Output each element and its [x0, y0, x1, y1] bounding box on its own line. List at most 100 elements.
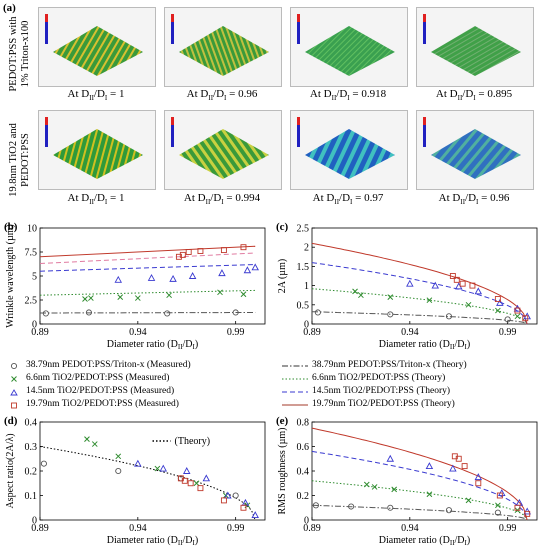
caption-row2-3: At DII/DI = 0.97	[312, 192, 384, 207]
x-tick-label: 0.99	[227, 523, 245, 534]
caption-row2-1: At DII/DI = 1	[67, 192, 125, 207]
legend-label: (Theory)	[175, 436, 211, 447]
data-point	[371, 484, 378, 490]
data-point	[243, 266, 252, 274]
data-point	[352, 288, 358, 295]
data-point	[217, 289, 223, 296]
data-point	[386, 454, 395, 462]
legend-measured-item: 6.6nm TiO2/PEDOT:PSS (Measured)	[26, 373, 170, 383]
data-point	[154, 465, 161, 472]
theory-line	[311, 311, 528, 325]
data-point	[522, 315, 529, 322]
y-axis-label: Aspect ratio(2A/λ)	[5, 433, 16, 508]
data-point	[240, 504, 247, 511]
panel-a-label: (a)	[3, 2, 16, 14]
data-point	[220, 497, 227, 504]
data-point	[496, 492, 503, 499]
data-point	[431, 281, 440, 289]
theory-line	[311, 450, 528, 521]
data-point	[459, 280, 466, 287]
y-tick-label: 0.4	[297, 467, 310, 478]
y-axis-label: RMS roughness (µm)	[277, 428, 288, 515]
data-point	[461, 463, 468, 470]
legend-theory-lines	[282, 365, 308, 406]
legend-theory-item: 6.6nm TiO2/PEDOT:PSS (Theory)	[312, 373, 446, 383]
caption-row1-2: At DII/DI = 0.96	[186, 88, 258, 103]
legend-measured-item: 19.79nm TiO2/PEDOT:PSS (Measured)	[26, 399, 179, 409]
caption-row2-4: At DII/DI = 0.96	[438, 192, 510, 207]
x-axis-label: Diameter ratio (DII/DI)	[107, 339, 198, 351]
data-point	[391, 486, 398, 493]
chart-b-wrinkle-wavelength: (b) 0 2.5 5 7.5 10 0.89 0.94 0.99 Diameter ratio …	[4, 221, 266, 351]
panel-label: (c)	[276, 221, 289, 233]
y-tick-label: 1	[304, 281, 309, 292]
legend-theory-item: 14.5nm TiO2/PEDOT:PSS (Theory)	[312, 386, 451, 396]
y-tick-label: 0	[32, 516, 37, 527]
theory-line	[39, 252, 256, 264]
y-tick-label: 0.3	[25, 442, 38, 453]
data-point	[117, 294, 124, 300]
afm-tile-row1-1	[38, 7, 156, 87]
data-point	[175, 253, 182, 260]
data-point	[453, 276, 460, 283]
panel-label: (b)	[4, 221, 18, 233]
data-point	[514, 313, 521, 320]
data-point	[524, 510, 531, 517]
y-tick-label: 2	[304, 243, 309, 254]
afm-tile-row1-4	[416, 7, 534, 87]
data-point	[197, 485, 204, 492]
data-point	[358, 292, 364, 299]
data-point	[426, 297, 433, 304]
data-point	[134, 295, 141, 301]
data-point	[387, 311, 394, 318]
data-point	[88, 295, 94, 301]
legend-measured-item: 38.79nm PEDOT:PSS/Triton-x (Measured)	[26, 360, 191, 370]
data-point	[169, 274, 177, 282]
data-point	[363, 481, 370, 488]
data-point	[134, 459, 142, 467]
data-point	[84, 436, 90, 443]
data-point	[193, 480, 200, 487]
data-point	[251, 263, 259, 271]
data-point	[115, 453, 122, 460]
data-point	[240, 244, 247, 251]
legend-measured: 38.79nm PEDOT:PSS/Triton-x (Measured) 6.…	[4, 360, 274, 414]
data-point	[474, 473, 483, 481]
data-point	[312, 502, 319, 509]
y-tick-label: 2.5	[297, 224, 310, 235]
x-tick-label: 0.94	[401, 523, 419, 534]
chart-c-amplitude: (c) 0 0.5 1 1.5 2 2.5 0.89 0.94 0.99 Diameter rati…	[276, 221, 538, 351]
data-point	[115, 467, 122, 475]
data-point	[82, 296, 88, 302]
data-point	[218, 269, 226, 277]
data-point	[387, 504, 394, 511]
data-point	[202, 474, 211, 482]
y-tick-label: 0	[304, 320, 309, 331]
data-point	[166, 292, 172, 299]
caption-row1-1: At DII/DI = 1	[67, 88, 125, 103]
caption-row1-3: At DII/DI = 0.918	[309, 88, 387, 103]
data-point	[179, 251, 186, 258]
data-point	[449, 273, 456, 279]
y-tick-label: 5	[32, 272, 37, 283]
y-tick-label: 1.5	[297, 262, 310, 273]
row2-label: 19.8nm TiO2 and PEDOT:PSS	[8, 123, 31, 197]
data-point	[445, 507, 453, 514]
data-point	[42, 310, 49, 317]
data-point	[251, 511, 259, 519]
data-point	[91, 441, 98, 447]
data-point	[449, 464, 457, 472]
theory-line	[311, 262, 528, 325]
data-point	[496, 298, 504, 306]
x-tick-label: 0.99	[499, 523, 517, 534]
y-tick-label: 7.5	[25, 248, 38, 259]
caption-row1-4: At DII/DI = 0.895	[435, 88, 513, 103]
x-tick-label: 0.94	[129, 523, 147, 534]
y-tick-label: 0	[32, 320, 37, 331]
afm-tile-row1-2	[164, 7, 282, 87]
afm-tile-row2-3	[290, 110, 408, 190]
y-tick-label: 0.6	[297, 442, 310, 453]
data-point	[159, 464, 168, 472]
x-tick-label: 0.89	[31, 327, 49, 338]
data-point	[164, 310, 171, 317]
